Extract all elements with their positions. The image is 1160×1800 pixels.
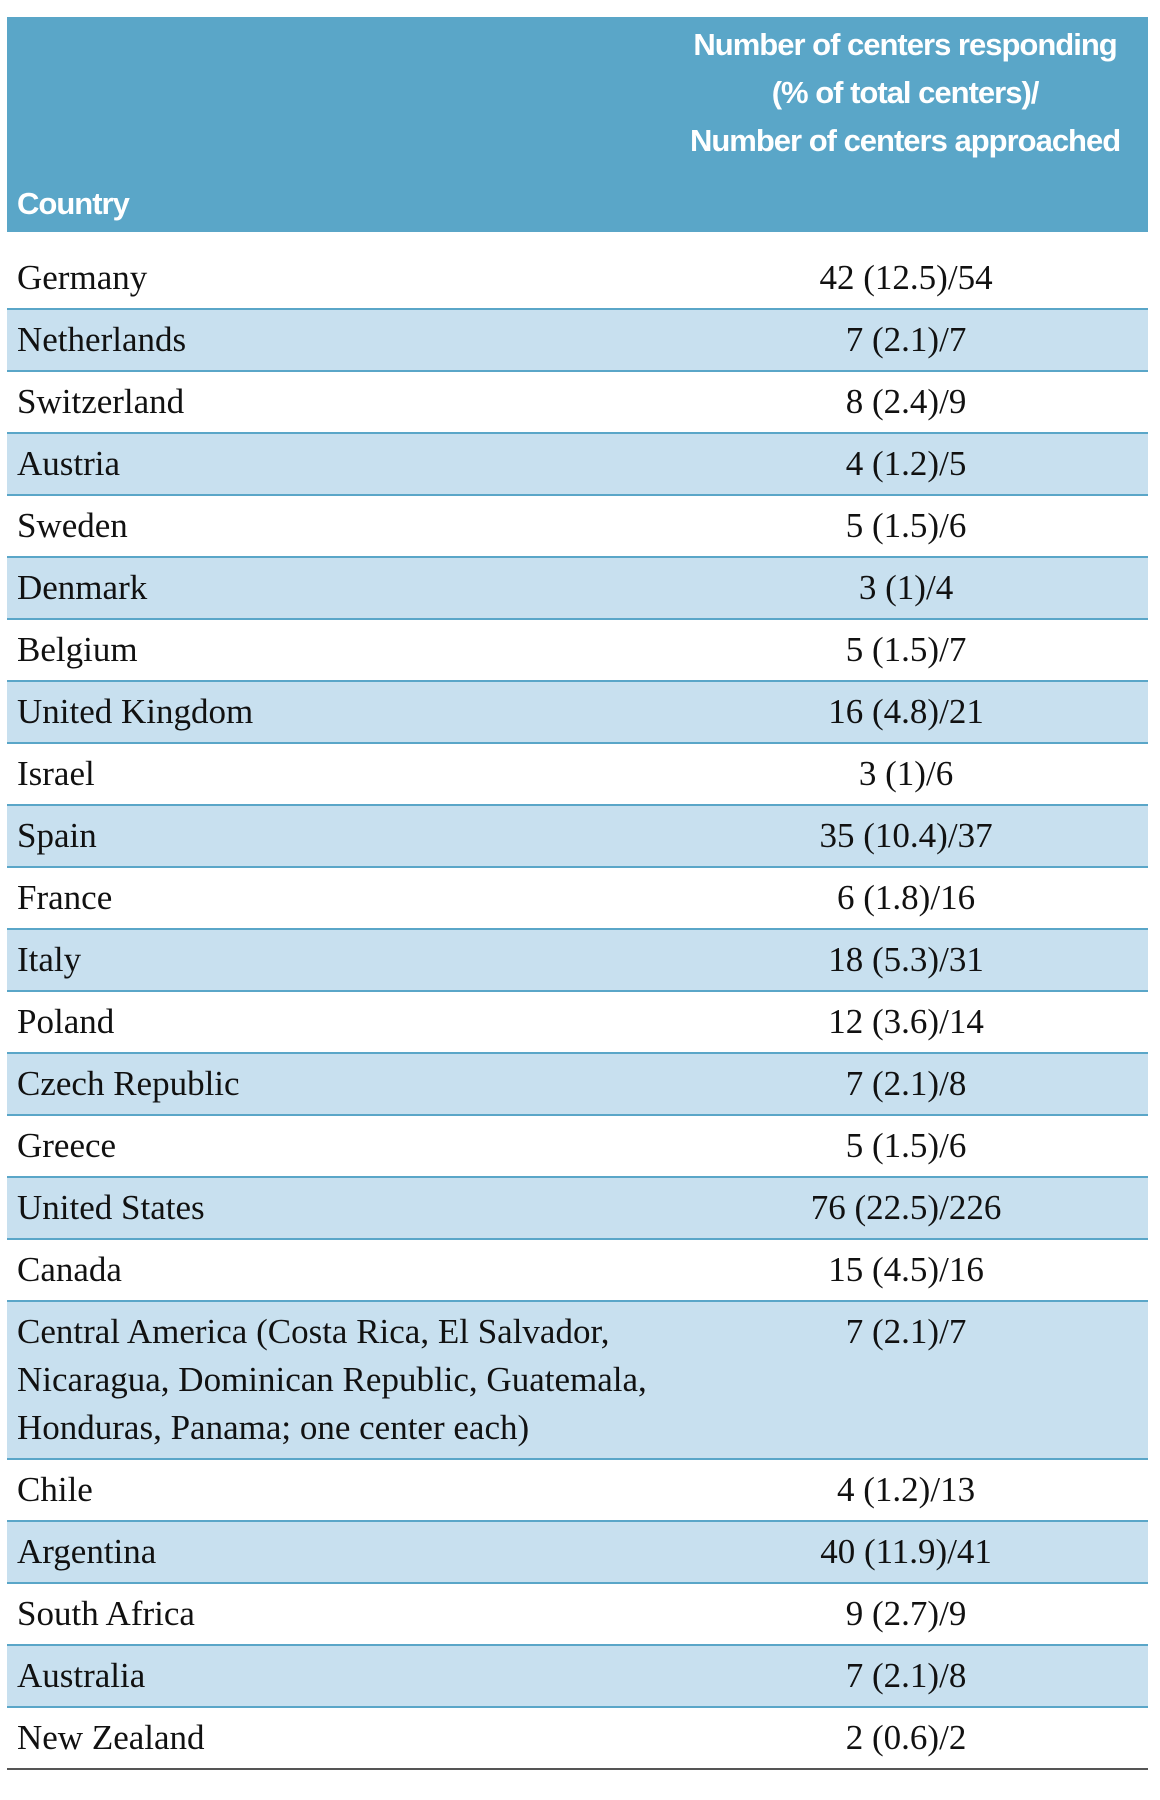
table: Country Number of centers responding (% … bbox=[7, 17, 1148, 1770]
country-cell: Czech Republic bbox=[7, 1053, 665, 1116]
value-cell: 5 (1.5)/6 bbox=[664, 495, 1148, 558]
country-cell: Chile bbox=[7, 1459, 665, 1522]
country-cell: Poland bbox=[7, 991, 665, 1054]
table-row: Argentina 40 (11.9)/41 bbox=[7, 1521, 1148, 1584]
table-row: Spain 35 (10.4)/37 bbox=[7, 805, 1148, 868]
country-cell: New Zealand bbox=[7, 1707, 665, 1770]
table-row: Sweden 5 (1.5)/6 bbox=[7, 495, 1148, 558]
value-cell: 8 (2.4)/9 bbox=[664, 371, 1148, 434]
country-cell: United States bbox=[7, 1177, 665, 1240]
table-row: South Africa 9 (2.7)/9 bbox=[7, 1583, 1148, 1646]
country-cell: Australia bbox=[7, 1645, 665, 1708]
value-cell: 5 (1.5)/7 bbox=[664, 619, 1148, 682]
value-cell: 5 (1.5)/6 bbox=[664, 1115, 1148, 1178]
value-cell: 2 (0.6)/2 bbox=[664, 1707, 1148, 1770]
header-line: Number of centers responding bbox=[693, 27, 1117, 62]
table-body: Germany 42 (12.5)/54 Netherlands 7 (2.1)/7 S… bbox=[7, 232, 1148, 1770]
value-cell: 12 (3.6)/14 bbox=[664, 991, 1148, 1054]
value-cell: 42 (12.5)/54 bbox=[664, 232, 1148, 310]
table-row: Netherlands 7 (2.1)/7 bbox=[7, 309, 1148, 372]
country-cell: Austria bbox=[7, 433, 665, 496]
country-cell: South Africa bbox=[7, 1583, 665, 1646]
table-header: Country Number of centers responding (% … bbox=[7, 17, 1148, 232]
table-row: Australia 7 (2.1)/8 bbox=[7, 1645, 1148, 1708]
header-cell: Country bbox=[7, 17, 665, 232]
value-cell: 7 (2.1)/8 bbox=[664, 1053, 1148, 1116]
country-cell: Italy bbox=[7, 929, 665, 992]
table-row: New Zealand 2 (0.6)/2 bbox=[7, 1707, 1148, 1770]
table-row: Switzerland 8 (2.4)/9 bbox=[7, 371, 1148, 434]
country-cell: Switzerland bbox=[7, 371, 665, 434]
header-cell: Number of centers responding (% of total… bbox=[664, 17, 1148, 232]
table-row: Israel 3 (1)/6 bbox=[7, 743, 1148, 806]
value-cell: 6 (1.8)/16 bbox=[664, 867, 1148, 930]
table-row: Chile 4 (1.2)/13 bbox=[7, 1459, 1148, 1522]
country-cell: Belgium bbox=[7, 619, 665, 682]
value-cell: 4 (1.2)/13 bbox=[664, 1459, 1148, 1522]
country-cell: Denmark bbox=[7, 557, 665, 620]
table-row: Poland 12 (3.6)/14 bbox=[7, 991, 1148, 1054]
table-row: Germany 42 (12.5)/54 bbox=[7, 232, 1148, 310]
table-row: Italy 18 (5.3)/31 bbox=[7, 929, 1148, 992]
table-row: Austria 4 (1.2)/5 bbox=[7, 433, 1148, 496]
country-cell: France bbox=[7, 867, 665, 930]
value-cell: 40 (11.9)/41 bbox=[664, 1521, 1148, 1584]
table-row: France 6 (1.8)/16 bbox=[7, 867, 1148, 930]
country-cell: Germany bbox=[7, 232, 665, 310]
value-cell: 7 (2.1)/7 bbox=[664, 1301, 1148, 1460]
country-cell: Canada bbox=[7, 1239, 665, 1302]
value-cell: 15 (4.5)/16 bbox=[664, 1239, 1148, 1302]
table-row: Central America (Costa Rica, El Salvador… bbox=[7, 1301, 1148, 1460]
table-row: Denmark 3 (1)/4 bbox=[7, 557, 1148, 620]
country-cell: Sweden bbox=[7, 495, 665, 558]
value-cell: 3 (1)/4 bbox=[664, 557, 1148, 620]
table-wrap: Country Number of centers responding (% … bbox=[7, 17, 1148, 1770]
value-cell: 76 (22.5)/226 bbox=[664, 1177, 1148, 1240]
value-cell: 9 (2.7)/9 bbox=[664, 1583, 1148, 1646]
country-cell: Netherlands bbox=[7, 309, 665, 372]
country-cell: Spain bbox=[7, 805, 665, 868]
table-row: Czech Republic 7 (2.1)/8 bbox=[7, 1053, 1148, 1116]
value-cell: 35 (10.4)/37 bbox=[664, 805, 1148, 868]
value-cell: 16 (4.8)/21 bbox=[664, 681, 1148, 744]
country-cell: United Kingdom bbox=[7, 681, 665, 744]
table-row: Belgium 5 (1.5)/7 bbox=[7, 619, 1148, 682]
country-cell: Israel bbox=[7, 743, 665, 806]
table-row: Canada 15 (4.5)/16 bbox=[7, 1239, 1148, 1302]
header-line: Number of centers approached bbox=[689, 123, 1121, 158]
header-line: (% of total centers)/ bbox=[771, 75, 1040, 110]
table-row: United Kingdom 16 (4.8)/21 bbox=[7, 681, 1148, 744]
value-cell: 18 (5.3)/31 bbox=[664, 929, 1148, 992]
country-cell: Argentina bbox=[7, 1521, 665, 1584]
value-cell: 7 (2.1)/8 bbox=[664, 1645, 1148, 1708]
value-cell: 7 (2.1)/7 bbox=[664, 309, 1148, 372]
table-row: Greece 5 (1.5)/6 bbox=[7, 1115, 1148, 1178]
header-row: Country Number of centers responding (% … bbox=[7, 17, 1148, 232]
table-row: United States 76 (22.5)/226 bbox=[7, 1177, 1148, 1240]
country-cell: Central America (Costa Rica, El Salvador… bbox=[7, 1301, 665, 1460]
country-cell: Greece bbox=[7, 1115, 665, 1178]
value-cell: 3 (1)/6 bbox=[664, 743, 1148, 806]
value-cell: 4 (1.2)/5 bbox=[664, 433, 1148, 496]
